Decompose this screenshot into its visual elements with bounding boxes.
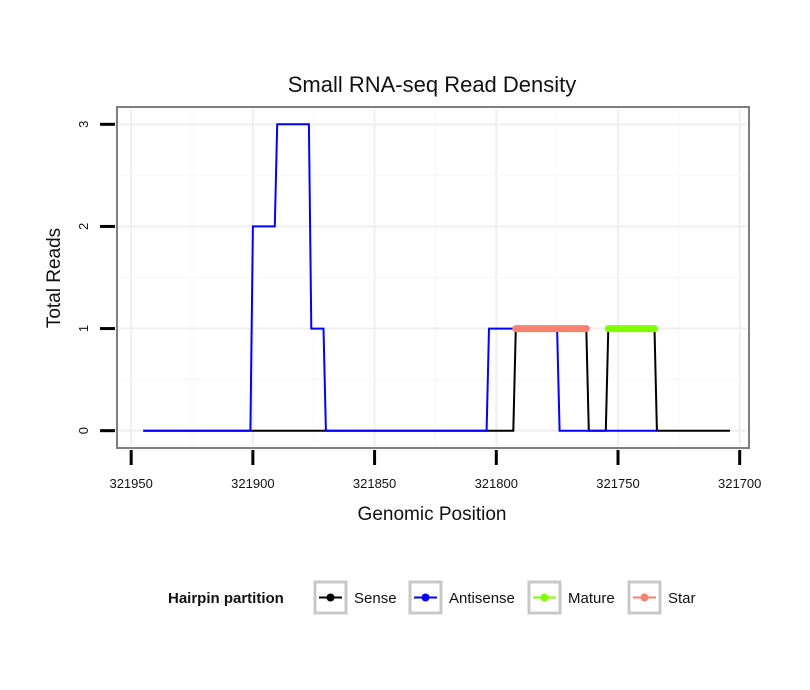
legend-key-point	[540, 593, 549, 602]
legend-item-antisense: Antisense	[408, 580, 515, 615]
legend-item-mature: Mature	[527, 580, 615, 615]
x-tick-label: 321950	[109, 476, 152, 491]
legend-label: Mature	[568, 590, 615, 607]
x-tick-label: 321850	[353, 476, 396, 491]
legend: Hairpin partition Sense Antisense Mature St…	[168, 580, 696, 615]
x-axis-title: Genomic Position	[358, 504, 507, 525]
legend-title: Hairpin partition	[168, 590, 284, 607]
legend-keys: Sense Antisense Mature Star	[313, 580, 696, 615]
axes: 321950 321900 321850 321800 321750 321700 0 1 2 3	[76, 121, 761, 491]
y-tick-label: 2	[76, 223, 91, 230]
legend-label: Sense	[354, 590, 397, 607]
plot-panel-border	[116, 106, 750, 449]
legend-label: Antisense	[449, 590, 515, 607]
y-tick-label: 0	[76, 427, 91, 434]
x-tick-label: 321800	[475, 476, 518, 491]
chart-title: Small RNA-seq Read Density	[288, 72, 577, 97]
x-tick-label: 321750	[596, 476, 639, 491]
legend-item-sense: Sense	[313, 580, 397, 615]
legend-key-point	[326, 593, 335, 602]
legend-key-point	[421, 593, 430, 602]
x-tick-label: 321700	[718, 476, 761, 491]
y-axis-title: Total Reads	[44, 228, 65, 328]
y-tick-label: 3	[76, 121, 91, 128]
legend-label: Star	[668, 590, 696, 607]
legend-key-point	[640, 593, 649, 602]
x-tick-label: 321900	[231, 476, 274, 491]
y-tick-label: 1	[76, 325, 91, 332]
grid-lines	[119, 109, 747, 446]
series-lines	[143, 123, 730, 432]
legend-item-star: Star	[627, 580, 696, 615]
